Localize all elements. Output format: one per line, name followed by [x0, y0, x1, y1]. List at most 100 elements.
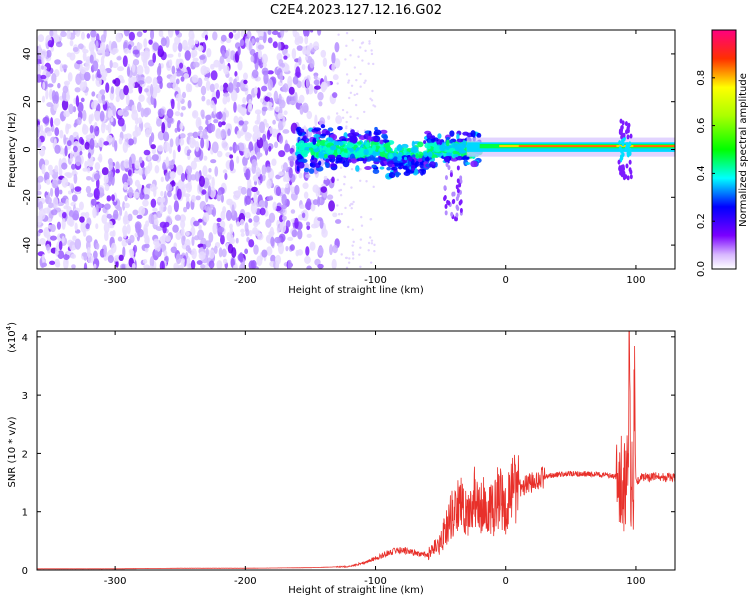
- heatmap-cell: [38, 208, 46, 220]
- heatmap-cell: [258, 121, 266, 134]
- heatmap-cell: [261, 249, 268, 258]
- heatmap-cell: [148, 125, 153, 134]
- heatmap-cell: [195, 195, 201, 201]
- heatmap-cell: [309, 30, 314, 33]
- heatmap-cell: [185, 83, 191, 93]
- heatmap-cell: [350, 84, 354, 88]
- heatmap-cell: [103, 247, 107, 257]
- line-ylabel: SNR (10 * v/v): [7, 416, 18, 487]
- heatmap-cell: [268, 212, 276, 223]
- heatmap-cell: [349, 148, 354, 153]
- heatmap-cell: [347, 261, 351, 264]
- heatmap-cell: [174, 36, 181, 45]
- heatmap-cell: [244, 131, 252, 142]
- heatmap-cell: [169, 138, 174, 148]
- heatmap-cell: [49, 187, 54, 197]
- heatmap-cell: [330, 163, 337, 167]
- heatmap-cell: [449, 130, 455, 137]
- heatmap-cell: [248, 239, 255, 248]
- heatmap-cell: [220, 194, 224, 203]
- heatmap-cell: [107, 255, 114, 264]
- heatmap-cell: [48, 170, 54, 176]
- heatmap-cell: [274, 141, 279, 149]
- heatmap-cell: [89, 54, 94, 64]
- heatmap-cell: [378, 147, 385, 153]
- heatmap-cell: [110, 242, 117, 254]
- heatmap-cell: [452, 191, 456, 197]
- heatmap-cell: [82, 109, 87, 122]
- heatmap-cell: [267, 106, 274, 111]
- heatmap-cell: [423, 140, 427, 144]
- heatmap-cell: [386, 166, 392, 171]
- heatmap-cell: [373, 129, 382, 136]
- heatmap-cell: [287, 155, 295, 162]
- heatmap-cell: [365, 180, 368, 183]
- heatmap-cell: [74, 87, 81, 93]
- heatmap-cell: [137, 228, 144, 238]
- heatmap-cell: [319, 139, 327, 146]
- heatmap-cell: [628, 159, 632, 165]
- chart-title: C2E4.2023.127.12.16.G02: [270, 3, 442, 18]
- heatmap-cell: [226, 198, 233, 206]
- heatmap-cell: [144, 65, 150, 75]
- heatmap-cell: [349, 115, 352, 119]
- heatmap-cell: [105, 44, 109, 56]
- heatmap-cell: [296, 45, 303, 51]
- heatmap-cell: [112, 79, 117, 84]
- heatmap-cell: [244, 248, 249, 255]
- heatmap-cell: [261, 106, 268, 112]
- heatmap-cell: [180, 112, 184, 117]
- heatmap-cell: [398, 162, 404, 167]
- heatmap-cell: [248, 218, 253, 223]
- heatmap-cell: [372, 185, 375, 189]
- heatmap-cell: [166, 190, 172, 198]
- heatmap-cell: [259, 173, 263, 184]
- heatmap-cell: [164, 235, 171, 243]
- heatmap-cell: [66, 30, 72, 40]
- heatmap-cell: [180, 220, 186, 229]
- heatmap-cell: [233, 115, 239, 124]
- heatmap-cell: [318, 101, 323, 107]
- heatmap-cell: [136, 64, 144, 76]
- heatmap-cell: [53, 138, 57, 148]
- heatmap-cell: [379, 129, 388, 134]
- heatmap-cell: [225, 209, 232, 222]
- heatmap-cell: [163, 250, 168, 257]
- heatmap-cell: [285, 220, 291, 228]
- heatmap-cell: [302, 182, 309, 189]
- heatmap-cell: [203, 77, 209, 82]
- heatmap-cell: [99, 41, 106, 54]
- heatmap-cell: [69, 39, 74, 47]
- heatmap-cell: [337, 148, 341, 155]
- heatmap-ytick-label: -40: [22, 237, 33, 253]
- heatmap-cell: [177, 101, 181, 111]
- heatmap-cell: [626, 143, 630, 149]
- heatmap-cell: [176, 164, 184, 176]
- heatmap-cell: [254, 109, 262, 115]
- heatmap-cell: [295, 142, 302, 148]
- heatmap-cell: [198, 126, 204, 132]
- heatmap-cell: [185, 231, 190, 236]
- heatmap-cell: [445, 162, 449, 168]
- heatmap-cell: [344, 156, 349, 161]
- line-frame: [36, 330, 676, 571]
- heatmap-cell: [350, 186, 353, 189]
- heatmap-cell: [320, 124, 326, 129]
- heatmap-cell: [117, 117, 125, 127]
- heatmap-cell: [37, 241, 41, 246]
- heatmap-cell: [253, 194, 258, 204]
- heatmap-cell: [183, 206, 188, 213]
- heatmap-cell: [350, 158, 357, 162]
- heatmap-cell: [99, 63, 106, 73]
- heatmap-cell: [50, 117, 54, 128]
- heatmap-cell: [137, 80, 145, 85]
- heatmap-cell: [180, 227, 185, 237]
- heatmap-cell: [100, 121, 106, 134]
- heatmap-cell: [622, 175, 626, 181]
- heatmap-cell: [94, 125, 100, 137]
- heatmap-cell: [39, 238, 46, 245]
- heatmap-cell: [312, 184, 319, 193]
- heatmap-cell: [218, 121, 223, 128]
- heatmap-cell: [328, 200, 335, 212]
- heatmap-cell: [297, 229, 303, 240]
